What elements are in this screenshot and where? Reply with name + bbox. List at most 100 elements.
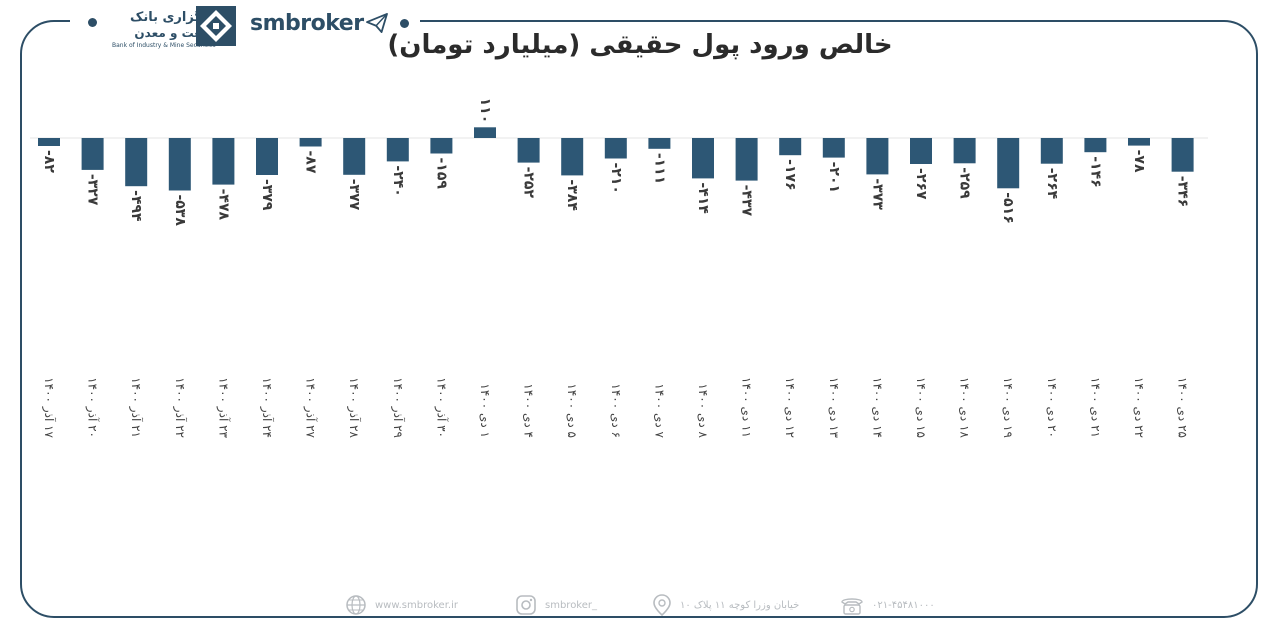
x-tick-label: ۲۲ آذر ۱۴۰۰ [172, 377, 188, 438]
bank-emblem-icon [196, 6, 236, 46]
data-label: -۲۶۴ [1044, 168, 1060, 200]
data-label: -۷۸ [1131, 150, 1147, 173]
bar [343, 138, 366, 175]
x-tick-label: ۲۹ آذر ۱۴۰۰ [390, 377, 406, 438]
footer-instagram: smbroker_ [515, 592, 597, 618]
data-label: -۳۷۳ [869, 178, 885, 210]
x-tick-label: ۱۳ دی ۱۴۰۰ [827, 377, 841, 439]
bar [430, 138, 453, 154]
data-label: -۱۵۹ [433, 158, 449, 190]
data-label: -۵۱۶ [1000, 192, 1016, 223]
data-label: -۲۵۲ [521, 167, 537, 199]
x-tick-label: ۲۷ آذر ۱۴۰۰ [303, 377, 319, 438]
bank-name-en: Bank of Industry & Mine Securities [112, 42, 216, 49]
telephone-icon [841, 598, 863, 615]
data-label: -۲۱۰ [608, 162, 624, 193]
x-tick-label: ۲۲ دی ۱۴۰۰ [1132, 377, 1146, 438]
paper-plane-icon [365, 13, 388, 33]
data-label: -۲۶۷ [913, 168, 929, 200]
x-tick-label: ۷ دی ۱۴۰۰ [652, 383, 666, 438]
data-label: -۳۸۴ [564, 179, 580, 211]
data-label: -۱۱۱ [651, 153, 667, 184]
bar [1084, 138, 1107, 153]
card-frame [20, 20, 1258, 618]
instagram-icon [516, 595, 536, 615]
footer-address: خیابان وزرا کوچه ۱۱ پلاک ۱۰ [652, 592, 799, 618]
x-tick-label: ۱۲ دی ۱۴۰۰ [783, 377, 797, 438]
bar [779, 138, 802, 156]
site-brand: smbroker [250, 8, 409, 38]
data-label: -۴۷۸ [215, 189, 231, 221]
bar [561, 138, 584, 176]
brand-dot [399, 18, 409, 28]
bar [256, 138, 278, 175]
data-label: -۳۷۹ [259, 179, 275, 211]
bar [997, 138, 1020, 189]
bar [953, 138, 976, 164]
bar [38, 138, 60, 146]
footer-website: www.smbroker.ir [345, 592, 458, 618]
bar [604, 138, 627, 159]
data-label: -۴۹۴ [128, 190, 144, 222]
data-label: -۲۴۰ [390, 165, 406, 196]
data-label: -۳۴۶ [1175, 176, 1191, 207]
data-label: -۱۴۶ [1087, 156, 1103, 187]
x-tick-label: ۴ دی ۱۴۰۰ [522, 383, 536, 438]
data-label: -۱۷۶ [782, 159, 798, 190]
instagram-text: smbroker_ [545, 599, 598, 611]
bar [81, 138, 104, 170]
data-label: -۵۳۸ [172, 194, 188, 226]
data-label: -۴۱۴ [695, 182, 711, 214]
x-tick-label: ۲۰ آذر ۱۴۰۰ [85, 377, 101, 438]
website-text: www.smbroker.ir [375, 599, 458, 611]
data-label: -۲۵۹ [957, 167, 973, 199]
x-tick-label: ۱۹ دی ۱۴۰۰ [1001, 377, 1015, 438]
x-tick-label: ۲۳ آذر ۱۴۰۰ [215, 377, 231, 438]
bank-logo-dot [88, 18, 97, 27]
x-tick-label: ۱۴ دی ۱۴۰۰ [870, 377, 884, 438]
x-tick-label: ۲۰ دی ۱۴۰۰ [1045, 377, 1059, 438]
x-tick-label: ۵ دی ۱۴۰۰ [565, 383, 579, 438]
bank-logo: کارگزاری بانک صنعت و معدن Bank of Indust… [84, 4, 236, 50]
data-label: ۱۱۰ [477, 98, 493, 124]
bar [168, 138, 191, 191]
data-label: -۳۲۷ [85, 174, 101, 206]
address-text: خیابان وزرا کوچه ۱۱ پلاک ۱۰ [680, 599, 800, 611]
bar [648, 138, 671, 149]
bar [517, 138, 540, 163]
x-tick-label: ۱۱ دی ۱۴۰۰ [740, 377, 754, 438]
data-label: -۸۲ [41, 150, 57, 173]
x-tick-label: ۲۵ دی ۱۴۰۰ [1176, 377, 1190, 438]
x-tick-label: ۱۸ دی ۱۴۰۰ [958, 377, 972, 439]
bar [1040, 138, 1063, 164]
bar [866, 138, 889, 175]
data-label: -۲۰۱ [826, 162, 842, 193]
data-label: -۸۷ [303, 150, 319, 173]
bar [1171, 138, 1194, 172]
x-tick-label: ۱۷ آذر ۱۴۰۰ [41, 377, 57, 438]
site-name: smbroker [250, 10, 364, 36]
bar [386, 138, 409, 162]
bar [212, 138, 235, 185]
bar [822, 138, 845, 158]
data-label: -۴۳۷ [739, 185, 755, 217]
bar [910, 138, 932, 164]
x-tick-label: ۳۰ آذر ۱۴۰۰ [433, 377, 449, 438]
x-tick-label: ۸ دی ۱۴۰۰ [696, 383, 710, 438]
bar [299, 138, 322, 147]
location-pin-icon [653, 594, 671, 617]
footer-phone: ۰۲۱-۴۵۴۸۱۰۰۰ [840, 592, 935, 618]
x-tick-label: ۱۵ دی ۱۴۰۰ [914, 377, 928, 438]
x-tick-label: ۱ دی ۱۴۰۰ [478, 383, 492, 438]
bar [125, 138, 148, 187]
phone-text: ۰۲۱-۴۵۴۸۱۰۰۰ [872, 599, 935, 611]
x-tick-label: ۲۱ دی ۱۴۰۰ [1088, 377, 1102, 438]
bar [1128, 138, 1150, 146]
x-tick-label: ۲۴ آذر ۱۴۰۰ [259, 377, 275, 438]
bar [474, 127, 496, 138]
globe-icon [346, 595, 366, 615]
x-tick-label: ۲۱ آذر ۱۴۰۰ [128, 377, 144, 438]
data-label: -۳۷۷ [346, 179, 362, 211]
x-tick-label: ۲۸ آذر ۱۴۰۰ [346, 377, 362, 438]
